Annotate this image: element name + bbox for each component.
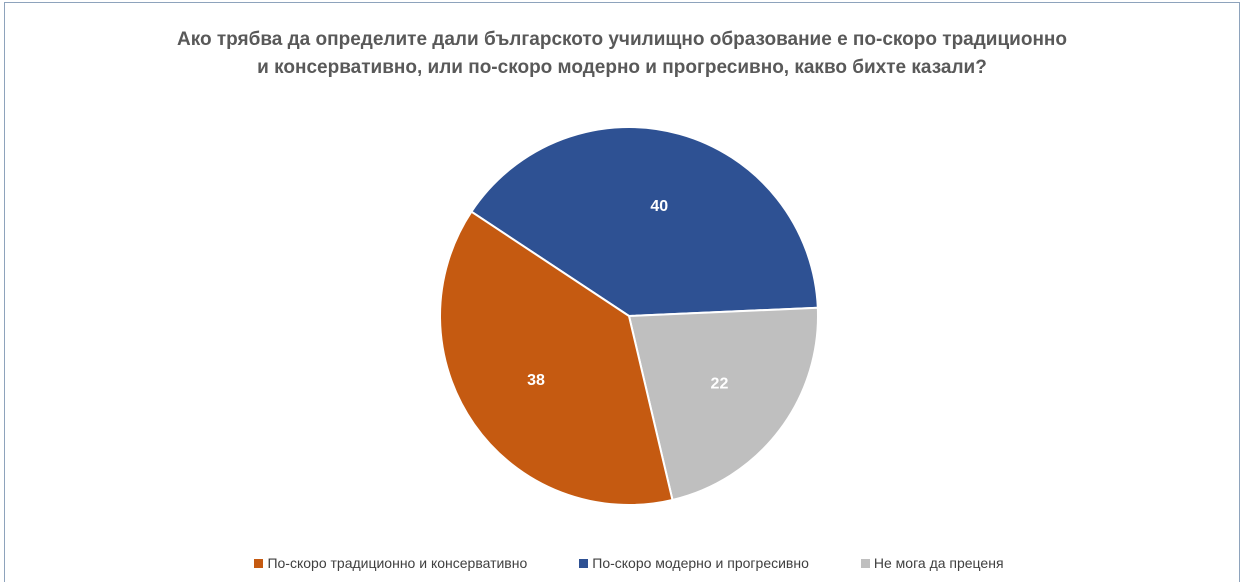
legend-label-modern: По-скоро модерно и прогресивно [592,555,809,571]
pie-slices [439,126,819,506]
legend-swatch-cannot-judge [860,558,870,568]
data-label-cannot-judge: 22 [711,376,729,393]
data-label-traditional: 38 [527,372,545,389]
legend-item-cannot-judge: Не мога да преценя [847,555,1004,571]
chart-title-line-2: и консервативно, или по-скоро модерно и … [257,57,987,78]
data-label-modern: 40 [650,198,668,215]
chart-legend: По-скоро традиционно и консервативно По-… [0,555,1244,571]
chart-title: Ако трябва да определите дали българскот… [0,26,1244,82]
legend-label-traditional: По-скоро традиционно и консервативно [267,555,528,571]
pie-slice-traditional [439,210,674,506]
legend-item-traditional: По-скоро традиционно и консервативно [240,555,527,571]
legend-label-cannot-judge: Не мога да преценя [873,555,1004,571]
pie-slice-cannot-judge [627,306,819,502]
legend-swatch-modern [579,558,589,568]
legend-item-modern: По-скоро модерно и прогресивно [565,555,809,571]
chart-title-line-1: Ако трябва да определите дали българскот… [176,29,1068,50]
pie-data-labels: 40 22 38 [527,198,728,393]
legend-swatch-traditional [254,558,264,568]
